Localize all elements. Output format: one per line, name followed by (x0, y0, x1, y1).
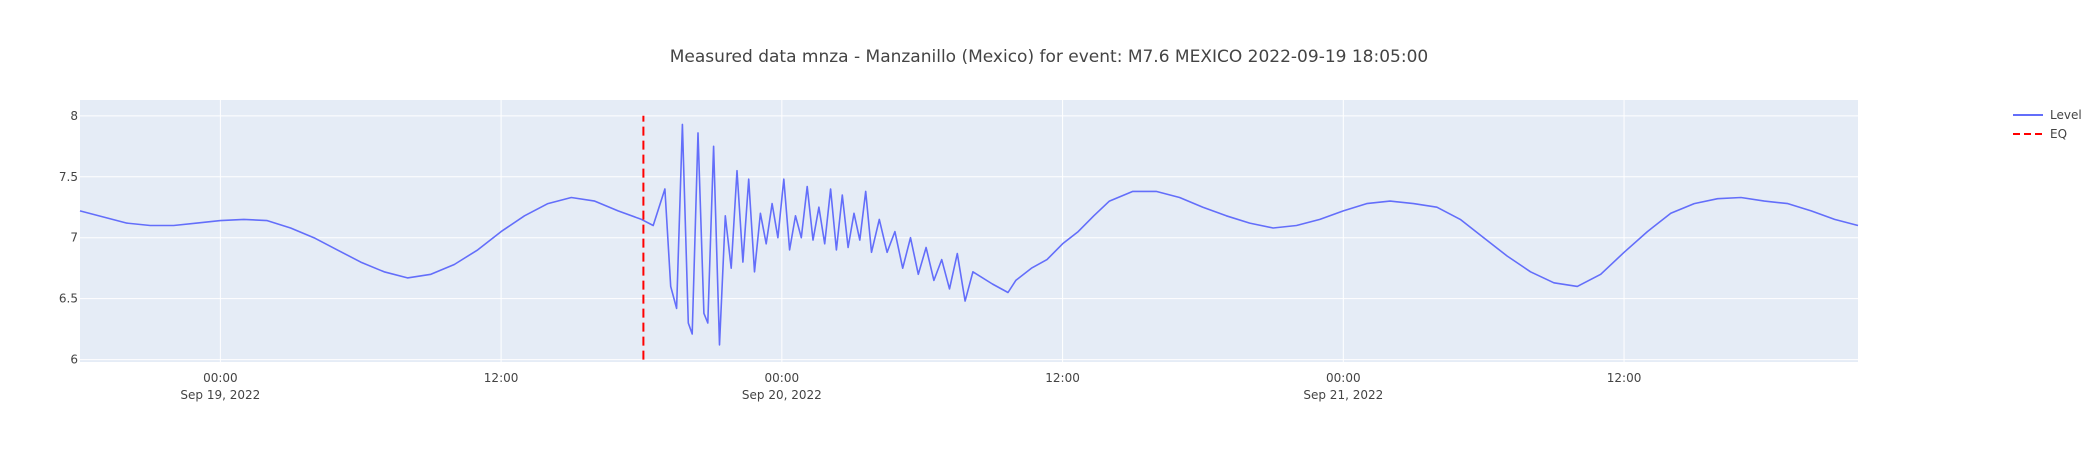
y-tick-label: 8 (70, 109, 78, 123)
x-tick-sublabel: Sep 21, 2022 (1303, 388, 1383, 402)
x-tick-label: 12:00 (1045, 371, 1080, 385)
chart-title: Measured data mnza - Manzanillo (Mexico)… (670, 47, 1428, 67)
x-tick-label: 00:00 (765, 371, 800, 385)
y-tick-label: 7 (70, 231, 78, 245)
y-tick-label: 6.5 (59, 292, 78, 306)
x-tick-label: 12:00 (1607, 371, 1642, 385)
x-tick-label: 00:00 (1326, 371, 1361, 385)
legend: Level EQ (2013, 108, 2082, 141)
y-axis: 6 6.5 7 7.5 8 (59, 109, 78, 367)
legend-label-level[interactable]: Level (2050, 108, 2082, 122)
plot-area (80, 100, 1858, 362)
x-tick-sublabel: Sep 19, 2022 (180, 388, 260, 402)
series-layer (79, 115, 1859, 360)
grid-layer (80, 100, 1858, 362)
series-line-level (79, 123, 1859, 346)
x-tick-label: 00:00 (203, 371, 238, 385)
x-tick-label: 12:00 (484, 371, 519, 385)
x-tick-sublabel: Sep 20, 2022 (742, 388, 822, 402)
y-tick-label: 6 (70, 353, 78, 367)
x-axis: 00:00 Sep 19, 2022 12:00 00:00 Sep 20, 2022 1… (180, 371, 1641, 402)
legend-label-eq[interactable]: EQ (2050, 127, 2067, 141)
y-tick-label: 7.5 (59, 170, 78, 184)
